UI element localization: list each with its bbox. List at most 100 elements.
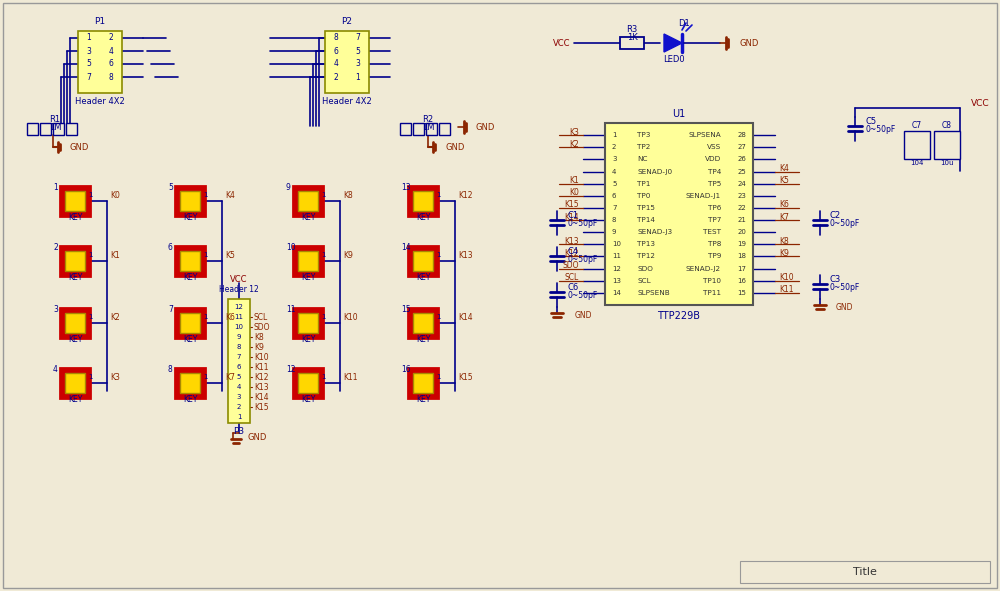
Text: 5: 5 <box>356 47 360 56</box>
Bar <box>413 123 424 135</box>
Bar <box>400 123 411 135</box>
Text: 1: 1 <box>436 192 440 198</box>
Text: 4: 4 <box>53 365 58 374</box>
Bar <box>53 123 64 135</box>
Bar <box>408 368 438 398</box>
Text: 15: 15 <box>737 290 746 296</box>
Text: GND: GND <box>575 310 592 320</box>
Text: 6: 6 <box>237 364 241 370</box>
Bar <box>60 186 90 216</box>
Bar <box>66 123 77 135</box>
Text: 0~50pF: 0~50pF <box>865 125 895 134</box>
Text: LED0: LED0 <box>663 54 685 63</box>
Bar <box>180 373 200 393</box>
Text: 20: 20 <box>737 229 746 235</box>
Bar <box>175 368 205 398</box>
Text: 5: 5 <box>237 374 241 380</box>
Text: GND: GND <box>445 142 464 151</box>
Text: 3: 3 <box>87 47 91 56</box>
Text: KEY: KEY <box>68 272 82 281</box>
Text: Header 4X2: Header 4X2 <box>75 98 125 106</box>
Text: Header 4X2: Header 4X2 <box>322 98 372 106</box>
Text: KEY: KEY <box>68 395 82 404</box>
Text: VSS: VSS <box>707 144 721 150</box>
Text: KEY: KEY <box>183 272 197 281</box>
Bar <box>605 123 753 305</box>
Bar <box>325 31 369 93</box>
Text: NC: NC <box>637 157 648 163</box>
Text: K13: K13 <box>254 382 269 391</box>
Text: 1: 1 <box>87 34 91 43</box>
Text: 7: 7 <box>237 354 241 360</box>
Text: 27: 27 <box>737 144 746 150</box>
Text: TP9: TP9 <box>708 254 721 259</box>
Bar <box>740 561 990 583</box>
Text: K11: K11 <box>254 362 268 372</box>
Text: SCL: SCL <box>637 278 651 284</box>
Text: 25: 25 <box>737 168 746 174</box>
Bar <box>65 373 85 393</box>
Text: 3: 3 <box>612 157 616 163</box>
Text: 1K: 1K <box>627 33 637 41</box>
Text: TP6: TP6 <box>708 205 721 211</box>
Bar <box>439 123 450 135</box>
Bar <box>175 186 205 216</box>
Text: GND: GND <box>476 122 495 132</box>
Text: C5: C5 <box>865 116 876 125</box>
Text: R2: R2 <box>422 115 434 124</box>
Text: K12: K12 <box>254 372 268 382</box>
Text: K14: K14 <box>458 313 473 323</box>
Text: KEY: KEY <box>416 335 430 343</box>
Text: 104: 104 <box>910 160 924 166</box>
Text: TTP229B: TTP229B <box>658 311 700 321</box>
Text: 4: 4 <box>109 47 113 56</box>
Text: KEY: KEY <box>416 395 430 404</box>
Text: 18: 18 <box>737 254 746 259</box>
Text: 1: 1 <box>237 414 241 420</box>
Bar <box>228 299 250 423</box>
Text: 10: 10 <box>286 242 296 252</box>
Text: TP11: TP11 <box>703 290 721 296</box>
Text: 8: 8 <box>237 344 241 350</box>
Bar <box>413 313 433 333</box>
Text: 24: 24 <box>737 181 746 187</box>
Text: K9: K9 <box>254 343 264 352</box>
Text: 1: 1 <box>612 132 616 138</box>
Text: 7: 7 <box>168 304 173 313</box>
Text: K10: K10 <box>779 273 794 282</box>
Bar <box>298 251 318 271</box>
Text: GND: GND <box>836 303 854 311</box>
Bar <box>298 191 318 211</box>
Text: 1: 1 <box>53 183 58 191</box>
Text: 2: 2 <box>109 34 113 43</box>
Bar <box>180 251 200 271</box>
Text: KEY: KEY <box>301 213 315 222</box>
Polygon shape <box>664 34 682 52</box>
Text: KEY: KEY <box>416 272 430 281</box>
Text: TP8: TP8 <box>708 241 721 247</box>
Text: K0: K0 <box>569 189 579 197</box>
Text: 11: 11 <box>286 304 296 313</box>
Text: TEST: TEST <box>703 229 721 235</box>
Text: KEY: KEY <box>68 213 82 222</box>
Text: TP2: TP2 <box>637 144 650 150</box>
Text: 14: 14 <box>401 242 411 252</box>
Text: GND: GND <box>248 433 267 441</box>
Text: KEY: KEY <box>301 335 315 343</box>
Text: TP5: TP5 <box>708 181 721 187</box>
Text: 1: 1 <box>436 314 440 320</box>
Text: 7: 7 <box>612 205 616 211</box>
Text: K12: K12 <box>564 249 579 258</box>
Text: 9: 9 <box>612 229 616 235</box>
Text: 3: 3 <box>356 60 360 69</box>
Text: 12: 12 <box>286 365 296 374</box>
Text: C1: C1 <box>567 210 578 219</box>
Text: 1M: 1M <box>49 122 61 132</box>
Text: VCC: VCC <box>971 99 989 108</box>
Bar <box>65 313 85 333</box>
Text: 0~50pF: 0~50pF <box>830 282 860 291</box>
Text: K5: K5 <box>225 252 235 261</box>
Text: 11: 11 <box>234 314 244 320</box>
Text: K3: K3 <box>110 374 120 382</box>
Text: 6: 6 <box>612 193 616 199</box>
